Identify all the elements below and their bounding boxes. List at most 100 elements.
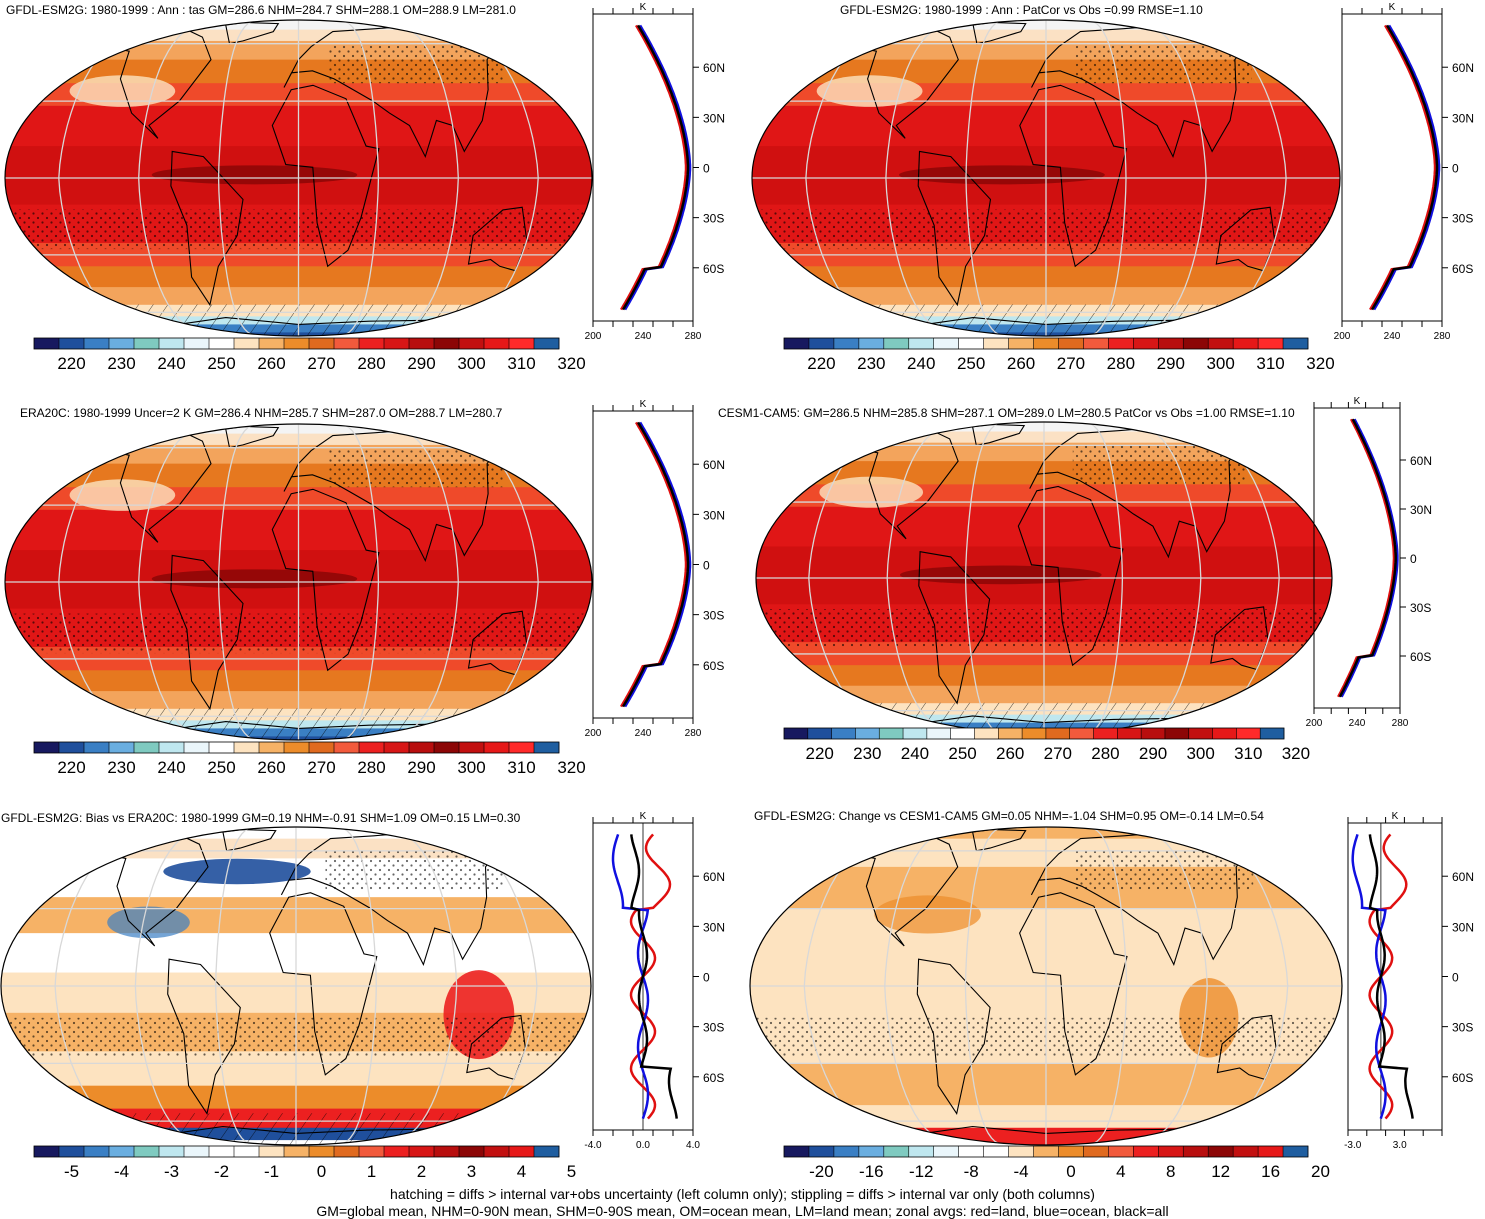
lat-label: 60N	[703, 870, 725, 884]
colorbar-swatch	[359, 338, 385, 349]
colorbar-label: 4	[1116, 1162, 1125, 1181]
colorbar-swatch	[34, 742, 60, 753]
lat-label: 60S	[1452, 1071, 1473, 1085]
footer-note-hatching: hatching = diffs > internal var+obs unce…	[390, 1186, 1095, 1202]
colorbar-swatch	[1283, 338, 1309, 349]
colorbar-swatch	[259, 742, 285, 753]
colorbar-swatch	[903, 728, 928, 739]
x-axis-label: 280	[685, 728, 702, 739]
colorbar-label: 220	[57, 758, 85, 777]
colorbar-swatch	[784, 1146, 810, 1157]
x-axis-label: 240	[1384, 331, 1401, 342]
x-axis-label: -3.0	[1344, 1140, 1362, 1151]
colorbar-label: 260	[257, 354, 285, 373]
ocean-zonal-line	[1340, 418, 1399, 698]
colorbar-label: 310	[1256, 354, 1284, 373]
colorbar: -20 -16 -12 -8 -4 0 4 8 12 16 20	[783, 1145, 1330, 1181]
colorbar-swatch	[1236, 728, 1261, 739]
colorbar-swatch	[833, 338, 860, 349]
colorbar-swatch	[1258, 338, 1284, 349]
colorbar-swatch	[784, 728, 809, 739]
colorbar-swatch	[234, 742, 260, 753]
colorbar-swatch	[309, 338, 335, 349]
colorbar-swatch	[184, 742, 210, 753]
colorbar-swatch	[1058, 338, 1084, 349]
colorbar-swatch	[1083, 338, 1109, 349]
colorbar-label: -4	[114, 1162, 129, 1181]
colorbar-label: -8	[964, 1162, 979, 1181]
unit-label: K	[640, 399, 647, 410]
colorbar-swatch	[109, 742, 135, 753]
colorbar-swatch	[1133, 1146, 1159, 1157]
colorbar-swatch	[950, 728, 975, 739]
colorbar-swatch	[84, 338, 110, 349]
colorbar-swatch	[933, 338, 959, 349]
lat-label: 30S	[1452, 212, 1473, 226]
colorbar-swatch	[359, 742, 385, 753]
colorbar-label: 270	[307, 758, 335, 777]
colorbar-swatch	[831, 728, 856, 739]
colorbar-label: -5	[64, 1162, 79, 1181]
x-axis-label: 280	[1434, 331, 1451, 342]
map-field	[5, 20, 592, 336]
colorbar-label: 2	[417, 1162, 426, 1181]
colorbar-label: 240	[907, 354, 935, 373]
land-zonal-line	[620, 421, 688, 708]
colorbar-swatch	[434, 338, 460, 349]
panel-model-patcor: GFDL-ESM2G: 1980-1999 : Ann : PatCor vs …	[742, 0, 1485, 390]
colorbar-swatch	[1133, 338, 1159, 349]
colorbar-label: 290	[407, 758, 435, 777]
map-border	[4, 423, 593, 741]
map-border	[4, 19, 593, 337]
world-map	[4, 423, 593, 741]
panel-bias-vs-era20c: GFDL-ESM2G: Bias vs ERA20C: 1980-1999 GM…	[0, 805, 742, 1195]
colorbar-label: 280	[1091, 744, 1119, 763]
lat-label: 30S	[703, 1021, 724, 1035]
colorbar-label: 310	[507, 354, 535, 373]
colorbar-swatch	[59, 338, 85, 349]
colorbar-label: 320	[1282, 744, 1310, 763]
x-axis-label: 4.0	[686, 1140, 700, 1151]
colorbar-swatch	[1033, 1146, 1059, 1157]
colorbar-label: 4	[517, 1162, 526, 1181]
lat-label: 30N	[1410, 503, 1432, 517]
colorbar-swatch	[1260, 728, 1285, 739]
colorbar-swatch	[998, 728, 1023, 739]
colorbar-label: 250	[207, 758, 235, 777]
unit-label: K	[640, 2, 647, 13]
colorbar: 220 230 240 250 260 270 280 290 300 310 320	[783, 727, 1310, 763]
colorbar-label: 260	[257, 758, 285, 777]
colorbar-label: 270	[1044, 744, 1072, 763]
colorbar-label: 250	[957, 354, 985, 373]
colorbar-swatch	[109, 1146, 135, 1157]
colorbar-label: 290	[407, 354, 435, 373]
colorbar-swatch	[1208, 1146, 1234, 1157]
colorbar-label: 250	[948, 744, 976, 763]
footer-note-means: GM=global mean, NHM=0-90N mean, SHM=0-90…	[316, 1203, 1169, 1219]
map-border	[749, 826, 1343, 1146]
world-map	[4, 19, 593, 337]
zonal-frame	[1347, 822, 1443, 1131]
colorbar-swatch	[883, 338, 910, 349]
colorbar-swatch	[84, 742, 110, 753]
colorbar-swatch	[384, 1146, 410, 1157]
colorbar-swatch	[534, 1146, 560, 1157]
colorbar-swatch	[434, 1146, 460, 1157]
x-axis-label: -4.0	[584, 1140, 602, 1151]
colorbar-label: 0	[1066, 1162, 1075, 1181]
map-border	[751, 19, 1341, 337]
x-axis-label: 0.0	[636, 1140, 650, 1151]
colorbar-swatch	[974, 728, 999, 739]
colorbar-swatch	[1233, 1146, 1259, 1157]
lat-label: 60S	[1410, 650, 1431, 664]
panel-cesm1-climatology: CESM1-CAM5: GM=286.5 NHM=285.8 SHM=287.1…	[718, 396, 1485, 790]
colorbar-swatch	[34, 1146, 60, 1157]
colorbar-swatch	[1033, 338, 1059, 349]
colorbar-swatch	[983, 1146, 1009, 1157]
colorbar-swatch	[1008, 338, 1034, 349]
colorbar-label: -16	[859, 1162, 884, 1181]
colorbar-swatch	[159, 742, 185, 753]
colorbar-swatch	[1058, 1146, 1084, 1157]
land-zonal-line	[620, 24, 688, 311]
world-map	[755, 421, 1333, 735]
